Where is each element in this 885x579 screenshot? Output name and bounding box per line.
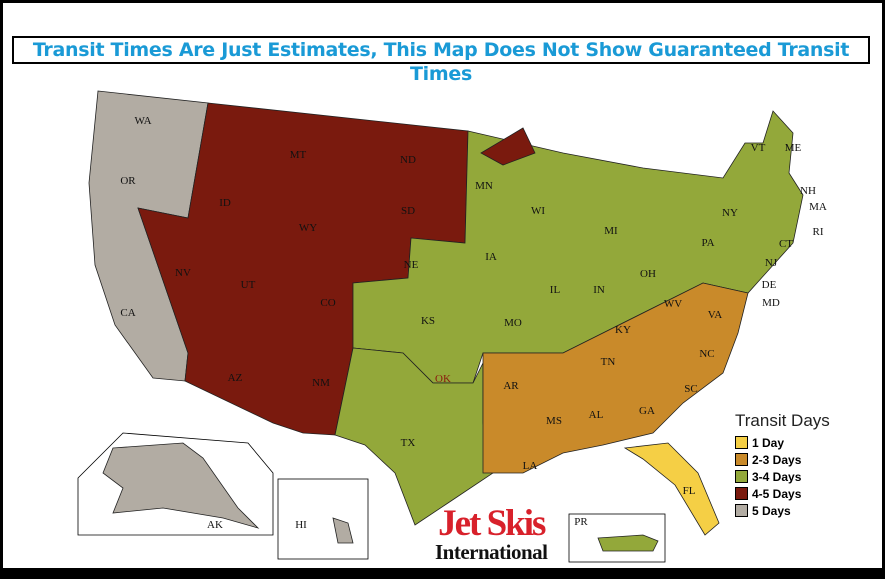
- puerto-rico: [597, 534, 659, 552]
- state-label-ia: IA: [485, 251, 497, 263]
- state-label-wi: WI: [530, 205, 546, 217]
- legend-swatch: [735, 504, 748, 517]
- state-label-co: CO: [320, 297, 336, 309]
- logo-line2: International: [435, 540, 548, 564]
- puerto-rico-inset-frame: [568, 513, 666, 563]
- legend-swatch: [735, 453, 748, 466]
- state-label-sc: SC: [684, 383, 698, 395]
- legend-item: 1 Day: [735, 434, 830, 451]
- state-label-mo: MO: [504, 317, 522, 329]
- state-label-or: OR: [120, 175, 136, 187]
- state-label-hi: HI: [295, 519, 307, 531]
- legend-swatch: [735, 487, 748, 500]
- state-label-ok: OK: [435, 373, 451, 385]
- hawaii-inset-frame: [277, 478, 369, 560]
- region-michigan-up: [480, 127, 536, 166]
- state-label-la: LA: [522, 460, 538, 472]
- page-title: Transit Times Are Just Estimates, This M…: [12, 36, 870, 85]
- legend-swatch: [735, 470, 748, 483]
- legend-label: 3-4 Days: [752, 469, 802, 484]
- state-label-az: AZ: [227, 372, 243, 384]
- state-label-nh: NH: [800, 185, 816, 197]
- state-label-ri: RI: [812, 226, 824, 238]
- state-label-nd: ND: [400, 154, 416, 166]
- state-label-nm: NM: [312, 377, 330, 389]
- alaska: [102, 442, 260, 529]
- hawaii: [332, 517, 354, 544]
- state-label-oh: OH: [640, 268, 656, 280]
- logo-line1: Jet Skis: [438, 503, 546, 544]
- region-1-day: [623, 442, 720, 536]
- state-label-ga: GA: [639, 405, 655, 417]
- legend-item: 2-3 Days: [735, 451, 830, 468]
- state-label-pa: PA: [701, 237, 715, 249]
- state-label-ms: MS: [546, 415, 562, 427]
- region-2-3-days: [482, 282, 749, 474]
- state-label-ut: UT: [240, 279, 256, 291]
- state-label-mn: MN: [475, 180, 493, 192]
- us-map: [77, 90, 804, 563]
- legend-item: 5 Days: [735, 502, 830, 519]
- state-label-wa: WA: [134, 115, 152, 127]
- state-label-ny: NY: [722, 207, 738, 219]
- state-label-vt: VT: [750, 142, 766, 154]
- state-label-wv: WV: [663, 298, 683, 310]
- state-label-de: DE: [761, 279, 777, 291]
- legend-label: 4-5 Days: [752, 486, 802, 501]
- state-label-ky: KY: [615, 324, 631, 336]
- legend-item: 4-5 Days: [735, 485, 830, 502]
- legend-item: 3-4 Days: [735, 468, 830, 485]
- alaska-inset-frame: [77, 432, 274, 536]
- legend-label: 1 Day: [752, 435, 785, 450]
- state-label-mt: MT: [289, 149, 307, 161]
- state-label-sd: SD: [400, 205, 416, 217]
- legend-swatch: [735, 436, 748, 449]
- state-label-nv: NV: [175, 267, 191, 279]
- state-label-id: ID: [219, 197, 231, 209]
- state-label-nc: NC: [699, 348, 715, 360]
- state-label-mi: MI: [604, 225, 618, 237]
- legend-label: 5 Days: [752, 503, 791, 518]
- state-label-nj: NJ: [764, 257, 778, 269]
- bottom-bar: [3, 568, 882, 576]
- state-label-ne: NE: [403, 259, 419, 271]
- state-label-va: VA: [707, 309, 723, 321]
- state-label-ct: CT: [778, 238, 794, 250]
- state-label-ca: CA: [120, 307, 136, 319]
- state-label-fl: FL: [682, 485, 696, 497]
- legend-title: Transit Days: [735, 411, 830, 430]
- logo: Jet Skis International: [435, 503, 548, 564]
- state-label-ma: MA: [809, 201, 827, 213]
- state-label-il: IL: [549, 284, 561, 296]
- state-label-in: IN: [593, 284, 605, 296]
- state-label-ak: AK: [207, 519, 223, 531]
- state-label-pr: PR: [574, 516, 588, 528]
- state-label-wy: WY: [298, 222, 318, 234]
- state-label-ar: AR: [503, 380, 519, 392]
- state-label-tn: TN: [600, 356, 616, 368]
- legend-label: 2-3 Days: [752, 452, 802, 467]
- state-label-tx: TX: [400, 437, 416, 449]
- state-label-me: ME: [784, 142, 802, 154]
- state-label-ks: KS: [420, 315, 436, 327]
- state-label-al: AL: [588, 409, 604, 421]
- state-label-md: MD: [762, 297, 780, 309]
- legend: Transit Days 1 Day 2-3 Days 3-4 Days 4-5 Da…: [735, 411, 830, 519]
